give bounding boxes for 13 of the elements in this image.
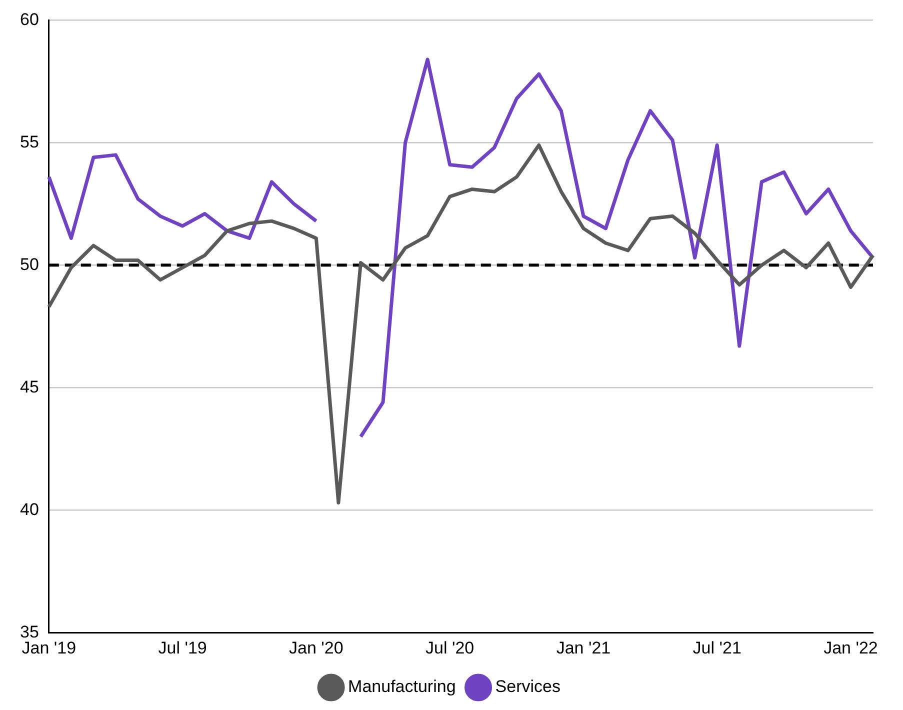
y-tick-label: 60 [20, 10, 39, 29]
x-tick-label: Jan '22 [824, 638, 878, 658]
legend-label: Manufacturing [348, 677, 456, 696]
x-tick-label: Jul '19 [158, 638, 207, 658]
y-tick-label: 50 [20, 254, 39, 274]
x-tick-label: Jan '20 [289, 638, 344, 658]
legend-label: Services [495, 677, 560, 696]
y-tick-label: 45 [20, 377, 39, 396]
x-tick-label: Jul '20 [426, 638, 474, 658]
x-tick-label: Jan '21 [556, 638, 611, 658]
x-tick-label: Jul '21 [692, 638, 742, 658]
y-tick-label: 55 [20, 132, 39, 152]
y-tick-label: 40 [20, 500, 39, 519]
